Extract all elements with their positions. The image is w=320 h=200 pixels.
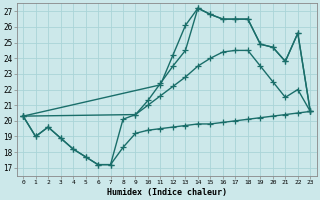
X-axis label: Humidex (Indice chaleur): Humidex (Indice chaleur) [107, 188, 227, 197]
